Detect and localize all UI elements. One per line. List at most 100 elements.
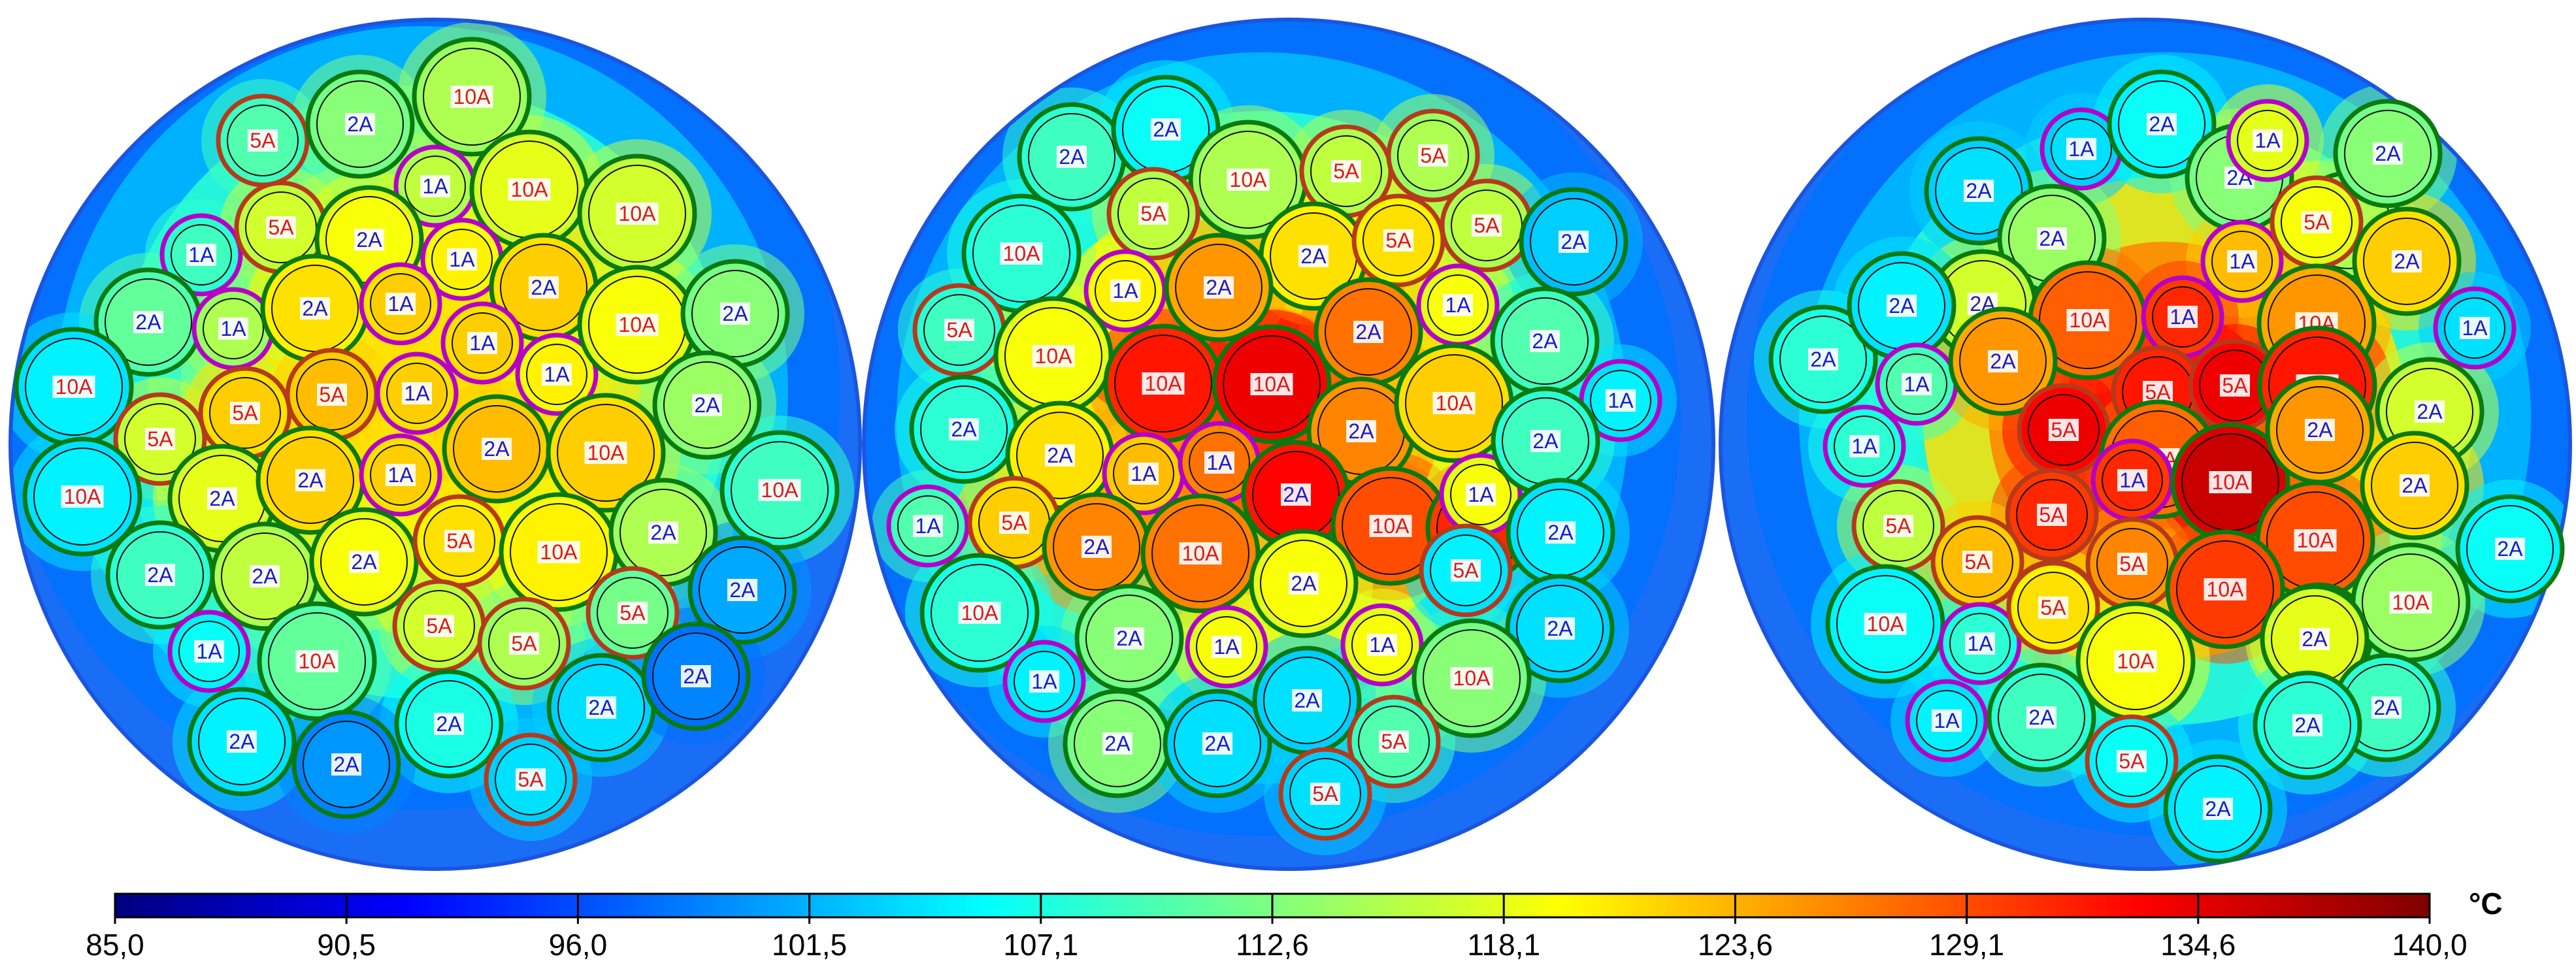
cable-label: 2A <box>1990 350 2016 373</box>
cable-label-box <box>949 418 979 440</box>
cable-label-box <box>516 768 546 791</box>
cable-label: 2A <box>1153 118 1179 141</box>
cable-2a: 2A <box>291 710 401 819</box>
cable-label: 10A <box>1035 344 1073 368</box>
cable-label-box <box>2300 628 2330 650</box>
cable-label-box <box>2302 211 2332 233</box>
cable-label-box <box>1292 689 1322 711</box>
cable-label: 1A <box>544 363 570 386</box>
cable-label: 1A <box>1851 434 1877 458</box>
cable-label: 5A <box>446 529 472 553</box>
cable-label-box <box>1962 551 1992 573</box>
cable-5a: 5A <box>586 566 680 660</box>
cable-label: 1A <box>1369 633 1395 657</box>
cable-label-box <box>1114 627 1144 649</box>
cable-label: 1A <box>2068 137 2094 161</box>
cable-label-box <box>944 319 974 341</box>
cable-label-box <box>1138 203 1168 225</box>
cable-label-box <box>2066 309 2109 331</box>
cable-1a: 1A <box>1340 603 1424 687</box>
cable-label: 1A <box>422 174 448 198</box>
cable-label-box <box>1202 732 1232 755</box>
cable-10a: 10A <box>22 436 142 557</box>
cable-label: 10A <box>1372 514 1410 538</box>
cable-label-box <box>1545 521 1576 544</box>
cable-label-box <box>295 469 325 491</box>
cable-label: 2A <box>1810 348 1836 371</box>
cable-10a: 10A <box>919 553 1040 673</box>
cable-10a: 10A <box>2170 422 2290 542</box>
cable-label: 5A <box>250 129 276 152</box>
cable-label-box <box>681 665 711 687</box>
cable-label: 2A <box>2402 474 2428 497</box>
cable-5a: 5A <box>2017 383 2111 477</box>
cable-5a: 5A <box>392 579 486 673</box>
cable-label-box <box>2305 419 2335 441</box>
cable-label: 5A <box>619 601 646 625</box>
colorbar-tick-label: 101,5 <box>772 928 847 962</box>
panel-left: 5A 2A 10A 1A 10A 10A 1A 5A 2A 1A 2A 2A 1A 2A 1A 1A 1A 10A… <box>8 18 862 871</box>
cable-label-box <box>2253 129 2283 152</box>
cable-2a: 2A <box>909 374 1019 484</box>
cable-label: 1A <box>1214 635 1240 659</box>
cable-label-box <box>1298 245 1329 267</box>
cable-label: 2A <box>1547 617 1573 640</box>
cable-label-box <box>444 530 474 552</box>
cable-2a: 2A <box>256 425 365 535</box>
cable-label: 1A <box>220 317 246 340</box>
cable-2a: 2A <box>1241 440 1351 549</box>
colorbar: °C 85,0 90,5 96,0 101,5 107,1 112,6 118,1 123,6… <box>86 887 2502 962</box>
cable-2a: 2A <box>1768 304 1878 414</box>
cable-1a: 1A <box>1416 263 1500 347</box>
cable-2a: 2A <box>2260 584 2370 694</box>
cable-label: 1A <box>1112 279 1138 303</box>
cable-label: 2A <box>229 730 255 753</box>
cable-label-box <box>1559 231 1589 253</box>
cable-label-box <box>1849 435 1879 457</box>
cable-label-box <box>266 216 296 238</box>
cable-label: 10A <box>1003 242 1041 265</box>
cable-label: 5A <box>1140 202 1166 225</box>
cable-label: 2A <box>694 393 720 417</box>
colorbar-tick-label: 129,1 <box>1929 928 2004 962</box>
cable-5a: 5A <box>2085 517 2179 611</box>
cable-label-box <box>720 303 750 325</box>
cable-1a: 1A <box>393 144 477 228</box>
cable-label-box <box>2392 250 2422 272</box>
cable-1a: 1A <box>1185 605 1268 689</box>
cable-2a: 2A <box>2163 754 2273 864</box>
cable-label-box <box>186 244 216 266</box>
cable-label-box <box>1082 536 1112 558</box>
cable-1a: 1A <box>1875 342 1958 426</box>
cable-label-box <box>2371 696 2402 719</box>
cable-label: 5A <box>2222 374 2248 397</box>
cable-label-box <box>354 229 384 251</box>
cable-label: 5A <box>1312 782 1338 806</box>
cable-label: 2A <box>1283 483 1309 506</box>
cable-label-box <box>1353 321 1383 343</box>
cable-2a: 2A <box>2360 431 2469 540</box>
bundle-outline <box>1719 18 2572 871</box>
cable-label: 2A <box>1966 179 1992 203</box>
cable-label-box <box>1864 613 1907 635</box>
cable-5a: 5A <box>216 93 310 188</box>
cable-label-box <box>2460 317 2490 339</box>
cable-label: 1A <box>2254 129 2281 152</box>
cable-10a: 10A <box>2255 480 2375 600</box>
bundle-outline <box>862 18 1715 871</box>
cable-label: 2A <box>1889 294 1915 318</box>
cable-label-box <box>2117 750 2147 772</box>
cable-label-box <box>402 382 432 404</box>
cable-label: 10A <box>540 540 578 564</box>
cable-label-box <box>1530 330 1560 352</box>
cable-label: 5A <box>2304 210 2330 234</box>
cable-label-box <box>2117 553 2147 575</box>
cable-label-box <box>2292 714 2322 736</box>
cable-label: 5A <box>319 383 345 406</box>
cable-label-box <box>1227 169 1270 191</box>
cable-label: 10A <box>2212 470 2250 494</box>
cable-2a: 2A <box>2253 670 2362 780</box>
cable-2a: 2A <box>210 521 320 631</box>
